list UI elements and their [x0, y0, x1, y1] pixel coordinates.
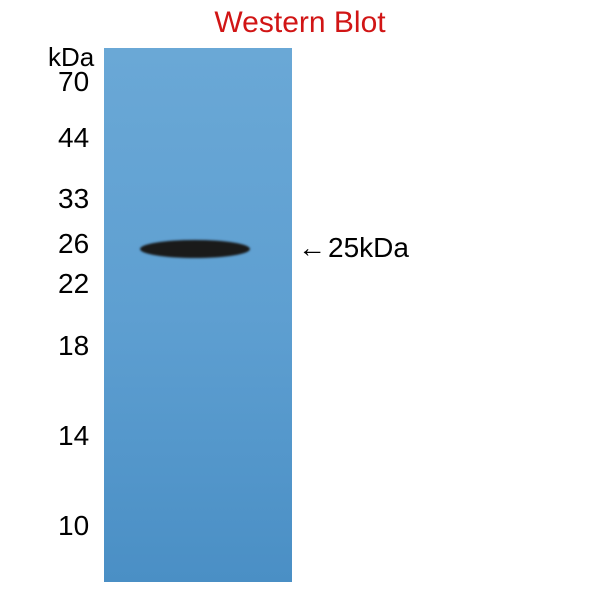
blot-lane	[104, 48, 292, 582]
band-annotation: ← 25kDa	[298, 232, 409, 264]
blot-container: Western Blot kDa 70 44 33 26 22 18 14 10…	[0, 0, 600, 600]
ladder-26: 26	[58, 228, 89, 260]
ladder-33: 33	[58, 183, 89, 215]
ladder-18: 18	[58, 330, 89, 362]
ladder-44: 44	[58, 122, 89, 154]
ladder-22: 22	[58, 268, 89, 300]
arrow-left-icon: ←	[298, 232, 326, 264]
ladder-70: 70	[58, 66, 89, 98]
ladder-14: 14	[58, 420, 89, 452]
annotation-text: 25kDa	[328, 232, 409, 264]
ladder-10: 10	[58, 510, 89, 542]
blot-title: Western Blot	[214, 6, 385, 40]
protein-band	[140, 240, 250, 258]
